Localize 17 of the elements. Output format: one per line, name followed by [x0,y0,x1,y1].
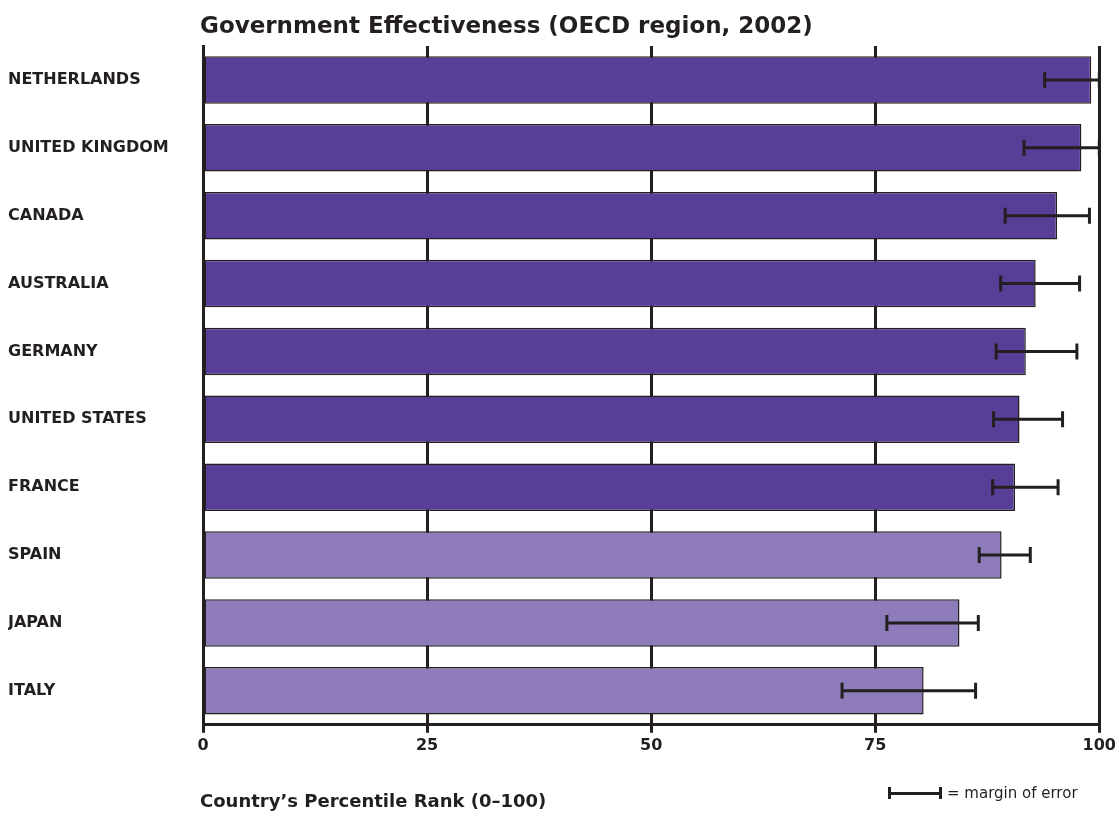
y-tick-label: AUSTRALIA [8,272,110,292]
text: = margin of error [947,784,1078,802]
x-tick-label: 75 [864,734,887,754]
y-tick-label: UNITED STATES [8,408,147,428]
chart-title: Government Effectiveness (OECD region, 2002) [200,12,813,38]
y-tick-label: UNITED KINGDOM [8,136,169,156]
x-axis-title: Country’s Percentile Rank (0–100) [200,790,547,811]
y-tick-label: CANADA [8,204,85,224]
x-tick-label: 0 [197,734,209,754]
y-tick-label: ITALY [8,680,56,700]
y-tick-label: FRANCE [8,476,80,496]
x-tick-label: 100 [1082,734,1116,754]
y-tick-label: NETHERLANDS [8,69,141,89]
y-tick-label: GERMANY [8,340,99,360]
y-tick-label: SPAIN [8,544,62,564]
x-tick-label: 25 [415,734,439,754]
x-tick-label: 50 [640,734,663,754]
